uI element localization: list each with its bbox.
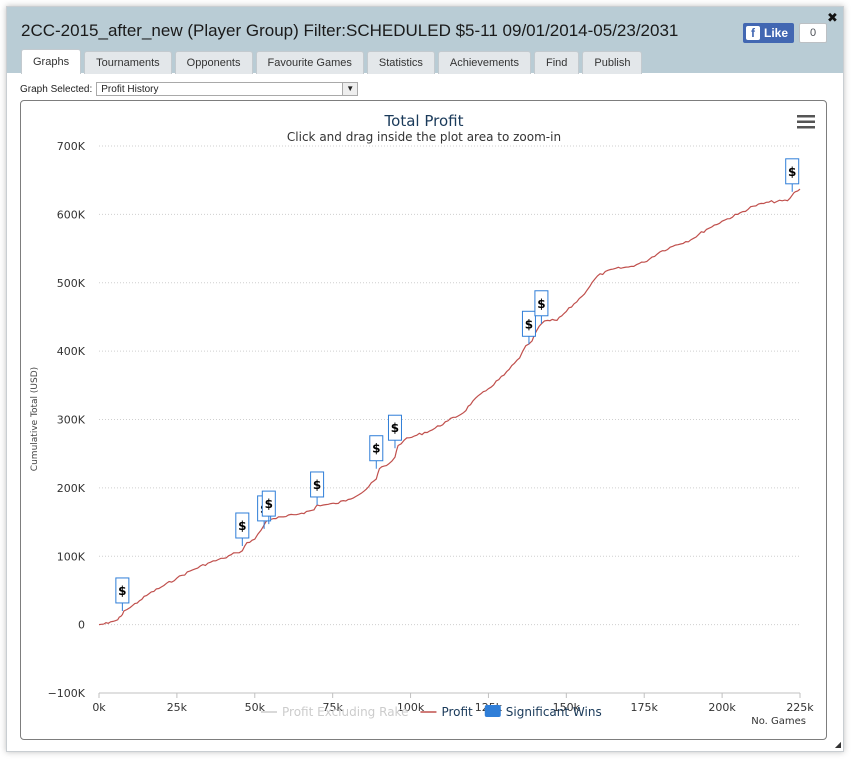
graph-select-dropdown[interactable]: Profit History ▼ — [96, 82, 359, 96]
tab-tournaments[interactable]: Tournaments — [84, 51, 172, 74]
significant-win-label: $ — [372, 442, 380, 456]
significant-win-flag[interactable]: $ — [785, 158, 800, 192]
chart-title: Total Profit — [384, 112, 464, 130]
significant-win-flag[interactable]: $ — [261, 490, 276, 525]
axes: −100K 0 100K 200K 300K 400K 500K 600K 700K 0k 25k 5… — [48, 140, 815, 714]
y-tick-label: 300K — [57, 414, 86, 427]
x-tick-label: 175k — [631, 701, 659, 714]
tab-find[interactable]: Find — [533, 51, 580, 74]
legend-label: Significant Wins — [506, 705, 602, 719]
legend-swatch — [484, 705, 501, 717]
tab-graphs[interactable]: Graphs — [21, 49, 82, 74]
window-title: 2CC-2015_after_new (Player Group) Filter… — [21, 21, 679, 40]
y-tick-label: −100K — [48, 687, 86, 700]
significant-win-flag[interactable]: $ — [387, 414, 402, 449]
chart-container: −100K 0 100K 200K 300K 400K 500K 600K 700K 0k 25k 5… — [20, 100, 827, 740]
y-tick-label: 0 — [78, 619, 85, 632]
x-axis-label: No. Games — [751, 716, 806, 727]
significant-win-label: $ — [788, 165, 796, 179]
tab-opponents[interactable]: Opponents — [174, 51, 253, 74]
significant-win-label: $ — [118, 584, 126, 598]
significant-win-label: $ — [313, 478, 321, 492]
x-tick-label: 75k — [322, 701, 343, 714]
significant-win-label: $ — [391, 421, 399, 435]
x-tick-label: 200k — [708, 701, 736, 714]
y-tick-label: 400K — [57, 345, 86, 358]
significant-win-flag[interactable]: $ — [115, 577, 130, 611]
x-tick-label: 225k — [786, 701, 814, 714]
significant-win-flag[interactable]: $ — [521, 310, 536, 345]
y-tick-label: 100K — [57, 550, 86, 563]
y-tick-label: 200K — [57, 482, 86, 495]
facebook-like-widget: f Like 0 — [743, 23, 828, 43]
chart-legend: Profit Excluding Rake Profit Significant W… — [261, 705, 602, 719]
legend-item[interactable]: Significant Wins — [484, 705, 602, 719]
resize-handle-icon[interactable]: ◢ — [834, 740, 841, 749]
y-tick-label: 700K — [57, 140, 86, 153]
x-tick-label: 100k — [397, 701, 425, 714]
graph-selector-label: Graph Selected: — [20, 83, 93, 95]
significant-win-label: $ — [525, 317, 533, 331]
y-tick-label: 600K — [57, 208, 86, 221]
chart-subtitle: Click and drag inside the plot area to z… — [287, 130, 561, 144]
menu-icon[interactable] — [797, 115, 815, 129]
legend-label: Profit — [441, 705, 473, 719]
significant-win-label: $ — [537, 297, 545, 311]
y-tick-label: 500K — [57, 277, 86, 290]
chevron-down-icon[interactable]: ▼ — [342, 83, 358, 95]
facebook-like-count: 0 — [799, 23, 828, 43]
significant-win-flag[interactable]: $ — [235, 512, 250, 546]
legend-item[interactable]: Profit — [420, 705, 473, 719]
tab-statistics[interactable]: Statistics — [366, 51, 435, 74]
x-tick-label: 150k — [553, 701, 581, 714]
tab-publish[interactable]: Publish — [582, 51, 643, 74]
dialog-window: 2CC-2015_after_new (Player Group) Filter… — [6, 6, 844, 752]
profit-series-line — [98, 188, 801, 626]
tab-bar: Graphs Tournaments Opponents Favourite G… — [21, 49, 643, 74]
facebook-like-button[interactable]: f Like — [743, 23, 795, 43]
x-tick-label: 25k — [167, 701, 188, 714]
close-icon[interactable]: ✖ — [827, 11, 838, 26]
significant-win-label: $ — [238, 519, 246, 533]
significant-win-flag[interactable]: $ — [369, 435, 384, 469]
title-bar: 2CC-2015_after_new (Player Group) Filter… — [7, 7, 843, 74]
legend-label: Profit Excluding Rake — [282, 705, 408, 719]
significant-win-flag[interactable]: $ — [534, 290, 549, 324]
x-tick-label: 50k — [245, 701, 266, 714]
profit-chart[interactable]: −100K 0 100K 200K 300K 400K 500K 600K 700K 0k 25k 5… — [21, 101, 826, 739]
tab-favourite-games[interactable]: Favourite Games — [255, 51, 364, 74]
y-axis-label: Cumulative Total (USD) — [30, 367, 40, 471]
graph-selector: Graph Selected: Profit History ▼ — [20, 82, 359, 96]
facebook-like-label: Like — [764, 26, 789, 40]
legend-item[interactable]: Profit Excluding Rake — [261, 705, 408, 719]
x-tick-label: 0k — [92, 701, 106, 714]
tab-achievements[interactable]: Achievements — [437, 51, 531, 74]
graph-select-value: Profit History — [101, 84, 159, 95]
facebook-icon: f — [746, 26, 760, 40]
significant-wins-markers: $$$$$$$$$$ — [115, 158, 800, 611]
significant-win-label: $ — [265, 497, 273, 511]
significant-win-flag[interactable]: $ — [310, 471, 325, 505]
